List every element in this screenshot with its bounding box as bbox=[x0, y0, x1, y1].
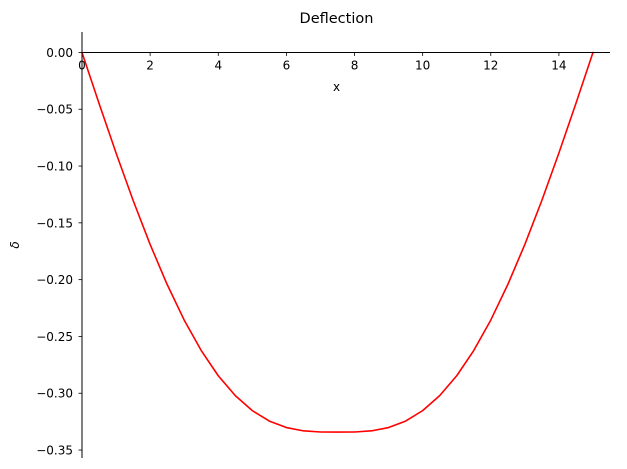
x-tick-label: 10 bbox=[415, 58, 430, 72]
y-tick-label: −0.35 bbox=[36, 444, 73, 458]
y-tick-label: −0.20 bbox=[36, 273, 73, 287]
x-axis-ticks: 0 2 4 6 8 10 12 14 bbox=[78, 52, 567, 72]
x-tick-label: 2 bbox=[146, 58, 154, 72]
y-tick-label: −0.15 bbox=[36, 216, 73, 230]
x-tick-label: 0 bbox=[78, 58, 86, 72]
x-tick-label: 14 bbox=[551, 58, 566, 72]
x-tick-label: 12 bbox=[483, 58, 498, 72]
y-tick-label: −0.10 bbox=[36, 160, 73, 174]
y-tick-label: −0.05 bbox=[36, 103, 73, 117]
y-tick-label: −0.30 bbox=[36, 387, 73, 401]
chart-title: Deflection bbox=[300, 11, 374, 27]
x-tick-label: 6 bbox=[283, 58, 291, 72]
y-tick-label: −0.25 bbox=[36, 330, 73, 344]
x-tick-label: 8 bbox=[351, 58, 359, 72]
y-axis-label: δ bbox=[8, 241, 22, 248]
deflection-series-line bbox=[81, 51, 594, 433]
x-tick-label: 4 bbox=[214, 58, 222, 72]
x-axis-label: x bbox=[333, 80, 340, 94]
plot-area bbox=[81, 51, 594, 433]
y-tick-label: 0.00 bbox=[46, 46, 73, 60]
y-axis-ticks: 0.00 −0.05 −0.10 −0.15 −0.20 −0.25 −0.30 −0.35 bbox=[36, 46, 82, 458]
